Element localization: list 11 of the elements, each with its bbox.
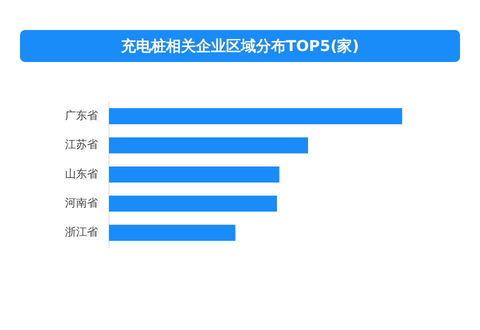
bar bbox=[109, 166, 280, 183]
chart-title: 充电桩相关企业区域分布TOP5(家) bbox=[20, 30, 460, 62]
y-tick-label: 河南省 bbox=[65, 196, 98, 210]
y-tick-label: 江苏省 bbox=[65, 138, 98, 152]
bar bbox=[109, 224, 236, 241]
y-tick-label: 广东省 bbox=[65, 109, 98, 122]
y-tick-label: 浙江省 bbox=[65, 226, 98, 239]
y-tick-label: 山东省 bbox=[65, 167, 98, 180]
bar bbox=[109, 108, 402, 124]
bar bbox=[109, 137, 308, 154]
bar bbox=[109, 196, 277, 212]
